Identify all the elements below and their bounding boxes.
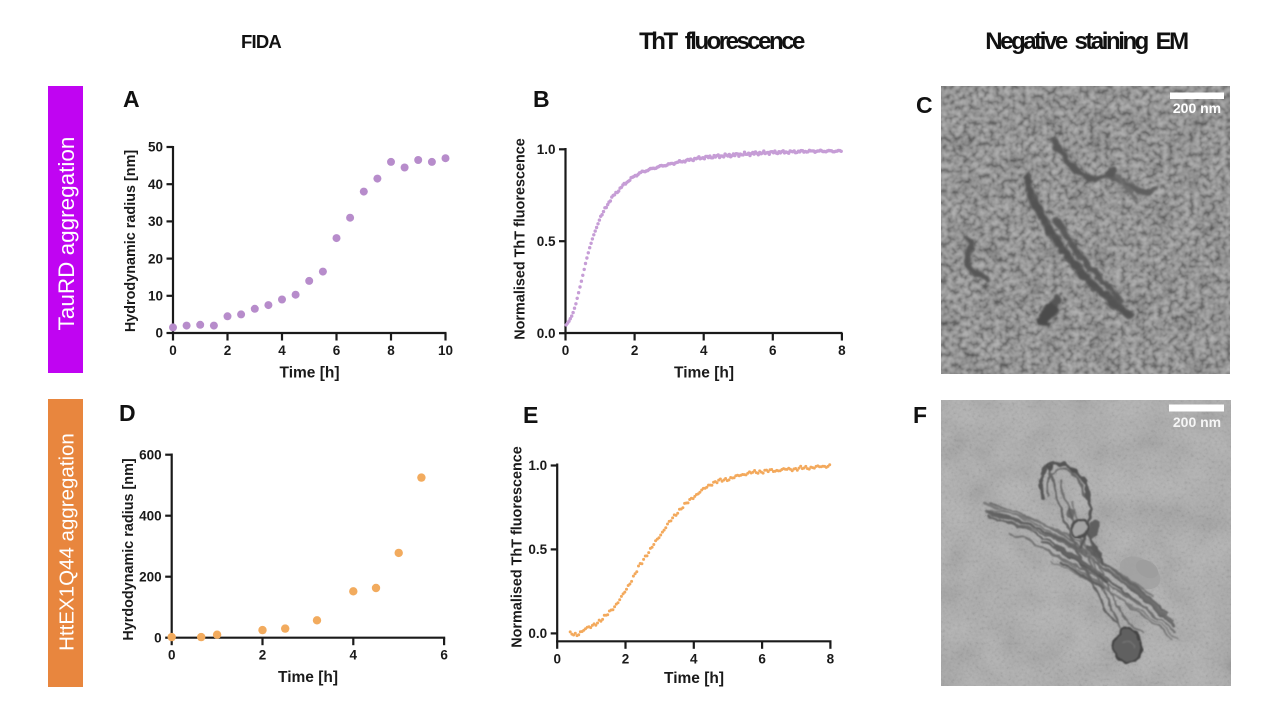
- svg-text:4: 4: [690, 651, 698, 666]
- svg-text:600: 600: [139, 447, 162, 462]
- svg-text:F: F: [913, 402, 927, 428]
- svg-text:Negative staining EM: Negative staining EM: [985, 28, 1188, 55]
- svg-text:10: 10: [148, 289, 163, 304]
- svg-text:0.0: 0.0: [528, 626, 547, 641]
- svg-text:1.0: 1.0: [537, 142, 556, 157]
- svg-text:6: 6: [333, 343, 341, 358]
- svg-text:8: 8: [827, 651, 835, 666]
- svg-text:2: 2: [631, 343, 639, 358]
- svg-text:50: 50: [148, 140, 163, 155]
- svg-text:A: A: [123, 86, 140, 112]
- svg-text:200 nm: 200 nm: [1173, 414, 1221, 430]
- svg-text:E: E: [523, 402, 538, 428]
- svg-text:400: 400: [139, 508, 162, 523]
- svg-text:0.0: 0.0: [537, 326, 556, 341]
- svg-text:4: 4: [700, 343, 708, 358]
- svg-text:8: 8: [838, 343, 846, 358]
- svg-text:Time [h]: Time [h]: [278, 669, 338, 686]
- svg-text:40: 40: [148, 177, 163, 192]
- svg-text:200 nm: 200 nm: [1173, 100, 1221, 116]
- svg-text:0: 0: [553, 651, 561, 666]
- svg-text:20: 20: [148, 251, 163, 266]
- svg-text:4: 4: [278, 343, 286, 358]
- svg-text:D: D: [119, 400, 136, 426]
- svg-text:6: 6: [758, 651, 766, 666]
- svg-text:0.5: 0.5: [528, 542, 547, 557]
- svg-text:Normalised ThT fluorescence: Normalised ThT fluorescence: [510, 446, 526, 648]
- svg-text:Normalised ThT fluorescence: Normalised ThT fluorescence: [513, 138, 529, 340]
- svg-text:Time [h]: Time [h]: [280, 365, 340, 382]
- svg-text:0: 0: [169, 343, 177, 358]
- svg-text:200: 200: [139, 569, 162, 584]
- svg-text:0: 0: [154, 630, 162, 645]
- svg-text:0.5: 0.5: [537, 234, 556, 249]
- svg-text:0: 0: [168, 648, 176, 663]
- svg-text:Hyrdodynamic radius [nm]: Hyrdodynamic radius [nm]: [121, 458, 137, 640]
- svg-text:Time [h]: Time [h]: [674, 365, 734, 382]
- svg-text:6: 6: [769, 343, 777, 358]
- svg-text:1.0: 1.0: [528, 458, 547, 473]
- svg-text:B: B: [533, 86, 550, 112]
- svg-text:0: 0: [155, 326, 163, 341]
- svg-text:HttEX1Q44 aggregation: HttEX1Q44 aggregation: [56, 433, 79, 651]
- svg-text:C: C: [916, 92, 933, 118]
- svg-text:2: 2: [259, 648, 267, 663]
- svg-text:Hydrodynamic radius [nm]: Hydrodynamic radius [nm]: [123, 150, 139, 332]
- svg-text:ThT fluorescence: ThT fluorescence: [639, 28, 805, 55]
- svg-text:FIDA: FIDA: [241, 31, 281, 52]
- svg-text:10: 10: [438, 343, 453, 358]
- svg-text:2: 2: [622, 651, 630, 666]
- svg-text:4: 4: [350, 648, 358, 663]
- svg-text:8: 8: [387, 343, 395, 358]
- svg-text:2: 2: [224, 343, 232, 358]
- svg-text:Time [h]: Time [h]: [664, 670, 724, 687]
- svg-text:30: 30: [148, 214, 163, 229]
- svg-text:TauRD aggregation: TauRD aggregation: [54, 137, 79, 331]
- svg-text:6: 6: [440, 648, 448, 663]
- svg-text:0: 0: [562, 343, 570, 358]
